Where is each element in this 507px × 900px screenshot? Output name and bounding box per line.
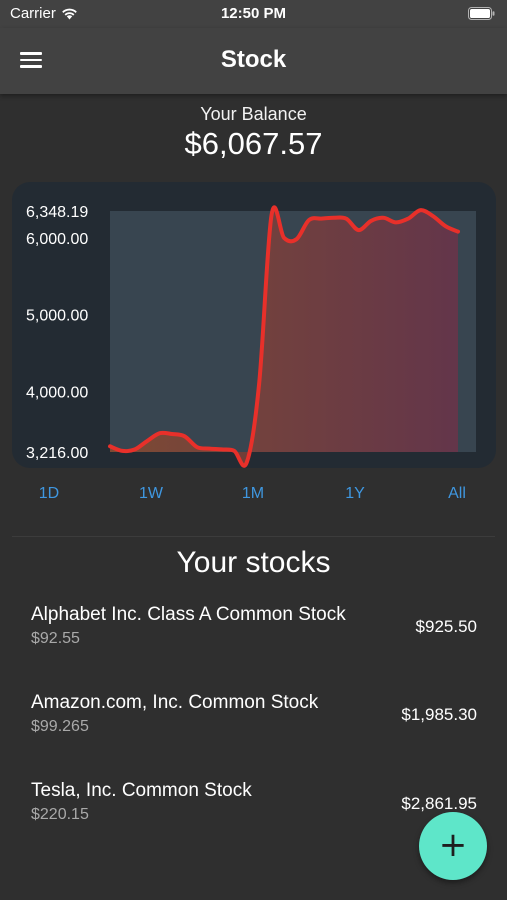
series-line	[108, 205, 460, 468]
data-point	[419, 208, 423, 212]
data-point	[220, 447, 224, 451]
stock-price: $99.265	[31, 718, 89, 735]
data-point	[394, 220, 398, 224]
carrier-group: Carrier	[10, 5, 78, 22]
app-bar: Stock	[0, 28, 507, 94]
y-tick-label: 4,000.00	[26, 385, 88, 402]
data-point	[133, 447, 137, 451]
data-point	[158, 431, 162, 435]
range-1y-button[interactable]: 1Y	[345, 485, 365, 502]
stock-name: Tesla, Inc. Common Stock	[31, 780, 252, 801]
divider	[12, 536, 495, 537]
range-selector: 1D 1W 1M 1Y All	[0, 485, 507, 509]
data-point	[319, 217, 323, 221]
stock-name: Amazon.com, Inc. Common Stock	[31, 692, 319, 713]
stocks-section-title: Your stocks	[176, 546, 331, 579]
page-title: Stock	[220, 46, 287, 73]
stock-row-tesla[interactable]: Tesla, Inc. Common Stock $220.15 $2,861.…	[0, 780, 507, 860]
data-point	[444, 224, 448, 228]
status-time: 12:50 PM	[220, 5, 287, 22]
y-tick-label: 3,216.00	[26, 445, 88, 462]
data-point	[406, 217, 410, 221]
range-1w-button[interactable]: 1W	[139, 485, 163, 502]
add-stock-button[interactable]: +	[419, 812, 487, 880]
stock-value: $925.50	[415, 617, 477, 636]
stock-value: $2,861.95	[401, 794, 477, 813]
range-all-button[interactable]: All	[448, 485, 466, 502]
range-1d-button[interactable]: 1D	[38, 485, 60, 502]
stock-row-amazon[interactable]: Amazon.com, Inc. Common Stock $99.265 $1…	[0, 692, 507, 772]
data-point	[456, 230, 460, 234]
data-point	[369, 219, 373, 223]
y-tick-label: 6,000.00	[26, 231, 88, 248]
balance-value: $6,067.57	[184, 126, 323, 161]
data-point	[195, 445, 199, 449]
data-point	[207, 447, 211, 451]
range-1m-button[interactable]: 1M	[241, 485, 265, 502]
data-point	[145, 439, 149, 443]
data-point	[270, 213, 274, 217]
data-point	[108, 444, 112, 448]
data-point	[120, 449, 124, 453]
data-point	[357, 228, 361, 232]
data-point	[183, 434, 187, 438]
balance-label: Your Balance	[200, 104, 307, 124]
balance-chart[interactable]: 6,348.19 6,000.00 5,000.00 4,000.00 3,216.00	[12, 182, 496, 468]
data-point	[294, 237, 298, 241]
status-bar: Carrier 12:50 PM	[0, 0, 507, 28]
battery-icon	[468, 7, 495, 24]
stock-price: $220.15	[31, 806, 89, 823]
y-tick-label: 5,000.00	[26, 308, 88, 325]
data-point	[332, 216, 336, 220]
stock-name: Alphabet Inc. Class A Common Stock	[31, 604, 346, 625]
data-point	[232, 449, 236, 453]
carrier-label: Carrier	[10, 5, 56, 22]
hamburger-menu-icon[interactable]	[20, 48, 50, 74]
chart-canvas: 6,348.19 6,000.00 5,000.00 4,000.00 3,216.00	[26, 204, 476, 468]
stock-value: $1,985.30	[401, 705, 477, 724]
y-tick-label: 6,348.19	[26, 204, 88, 221]
area-fill	[110, 207, 458, 466]
plus-icon: +	[438, 825, 468, 865]
stock-price: $92.55	[31, 630, 80, 647]
data-point	[170, 432, 174, 436]
data-point	[257, 382, 261, 386]
stock-row-alphabet[interactable]: Alphabet Inc. Class A Common Stock $92.5…	[0, 604, 507, 684]
data-point	[245, 460, 249, 464]
data-point	[381, 216, 385, 220]
data-point	[431, 214, 435, 218]
data-point	[344, 217, 348, 221]
data-point	[307, 218, 311, 222]
wifi-icon	[62, 8, 77, 20]
data-point	[282, 236, 286, 240]
